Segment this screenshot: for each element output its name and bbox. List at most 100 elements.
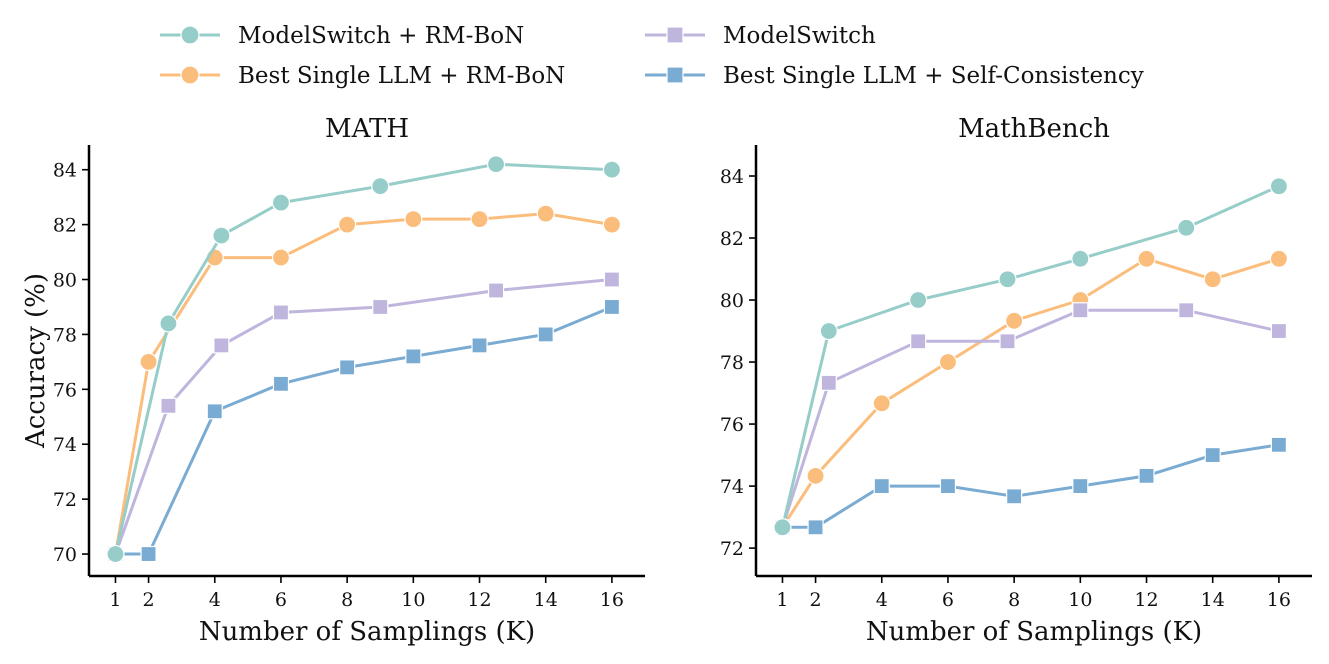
legend-item-modelswitch-rm-bon: ModelSwitch + RM-BoN (160, 23, 524, 49)
legend-item-modelswitch: ModelSwitch (645, 23, 876, 49)
data-point (487, 282, 505, 299)
data-point (271, 193, 291, 212)
data-point (470, 210, 489, 229)
chart-title: MathBench (958, 114, 1110, 144)
data-point (872, 394, 891, 413)
data-point (140, 545, 157, 563)
x-tick-label: 16 (1267, 589, 1291, 611)
y-tick-label: 78 (720, 352, 744, 374)
data-point (998, 270, 1017, 289)
data-point (1178, 302, 1195, 319)
data-point (999, 333, 1016, 350)
series-best-single-llm-self-consistency (774, 436, 1288, 536)
legend-label: Best Single LLM + RM-BoN (238, 63, 565, 89)
x-tick-label: 6 (942, 589, 954, 611)
data-point (1005, 311, 1024, 330)
legend-marker (180, 25, 200, 45)
series-best-single-llm-self-consistency (107, 298, 621, 563)
series-line (781, 184, 1280, 528)
y-tick-label: 82 (720, 228, 744, 250)
data-point (338, 215, 357, 234)
series-best-single-llm-rm-bon (773, 249, 1289, 537)
data-point (404, 210, 423, 229)
data-point (1072, 302, 1089, 319)
data-point (1269, 249, 1289, 268)
data-point (1269, 177, 1289, 196)
data-point (1072, 477, 1089, 495)
y-axis-label: Accuracy (%) (21, 273, 51, 449)
x-tick-label: 12 (1134, 589, 1158, 611)
x-tick-label: 1 (109, 589, 121, 611)
y-tick-label: 80 (720, 290, 744, 312)
data-point (405, 348, 422, 365)
data-point (536, 204, 555, 223)
y-tick-label: 76 (720, 414, 744, 436)
legend-marker (666, 26, 684, 44)
x-tick-label: 4 (876, 589, 888, 611)
y-tick-label: 76 (53, 379, 77, 401)
data-point (1006, 488, 1023, 505)
x-tick-label: 12 (467, 589, 491, 611)
y-tick-label: 80 (53, 270, 77, 292)
x-tick-label: 14 (534, 589, 558, 611)
x-tick-label: 2 (143, 589, 155, 611)
legend-label: ModelSwitch + RM-BoN (238, 23, 524, 49)
x-tick-label: 16 (600, 589, 624, 611)
legend-marker (666, 66, 684, 84)
data-point (806, 466, 825, 485)
y-tick-label: 72 (53, 489, 77, 511)
data-point (773, 518, 792, 537)
data-point (1270, 322, 1288, 340)
data-point (938, 352, 958, 372)
data-point (159, 314, 178, 333)
mathbench-chart: MathBench 72 74 76 78 80 82 84 1 2 4 6 8 10 12 14 16 Numb… (720, 114, 1312, 647)
data-point (873, 477, 890, 495)
legend-label: Best Single LLM + Self-Consistency (723, 63, 1144, 89)
data-point (939, 477, 957, 495)
data-point (909, 290, 928, 310)
data-point (371, 177, 390, 196)
x-tick-label: 2 (810, 589, 822, 611)
data-point (1177, 218, 1196, 237)
series-line (114, 278, 613, 555)
x-tick-label: 14 (1201, 589, 1225, 611)
x-tick-label: 4 (209, 589, 221, 611)
data-point (1203, 270, 1222, 289)
data-point (271, 248, 291, 267)
data-point (820, 374, 837, 391)
legend-item-best-single-llm-rm-bon: Best Single LLM + RM-BoN (160, 63, 565, 89)
legend-item-best-single-llm-self-consistency: Best Single LLM + Self-Consistency (645, 63, 1144, 89)
data-point (910, 333, 927, 350)
data-point (272, 304, 290, 321)
series-best-single-llm-rm-bon (106, 204, 622, 564)
data-point (537, 326, 554, 343)
data-point (471, 337, 488, 354)
x-tick-label: 1 (776, 589, 788, 611)
x-tick-label: 6 (275, 589, 287, 611)
y-tick-label: 70 (53, 544, 77, 566)
y-tick-label: 74 (53, 434, 77, 456)
data-point (160, 397, 177, 414)
data-point (1137, 249, 1156, 268)
data-point (206, 403, 223, 420)
data-point (819, 321, 838, 341)
math-chart: MATH 70 72 74 76 78 80 82 84 1 2 4 6 8 10 12 14 16 Number … (21, 114, 645, 647)
series-line (782, 443, 1280, 529)
y-tick-label: 78 (53, 324, 77, 346)
data-point (602, 215, 622, 234)
data-point (1138, 467, 1155, 484)
data-point (486, 155, 506, 174)
data-point (1071, 249, 1090, 268)
series-modelswitch (107, 271, 621, 563)
x-axis-label: Number of Samplings (K) (866, 617, 1202, 647)
y-tick-label: 84 (720, 166, 744, 188)
series-modelswitch-rm-bon (106, 155, 622, 564)
legend: ModelSwitch + RM-BoN ModelSwitch Best Sing… (160, 23, 1144, 89)
x-tick-label: 10 (401, 589, 425, 611)
data-point (339, 359, 356, 376)
data-point (1270, 436, 1288, 453)
chart-title: MATH (325, 114, 409, 144)
x-tick-label: 8 (1008, 589, 1020, 611)
data-point (372, 298, 389, 316)
